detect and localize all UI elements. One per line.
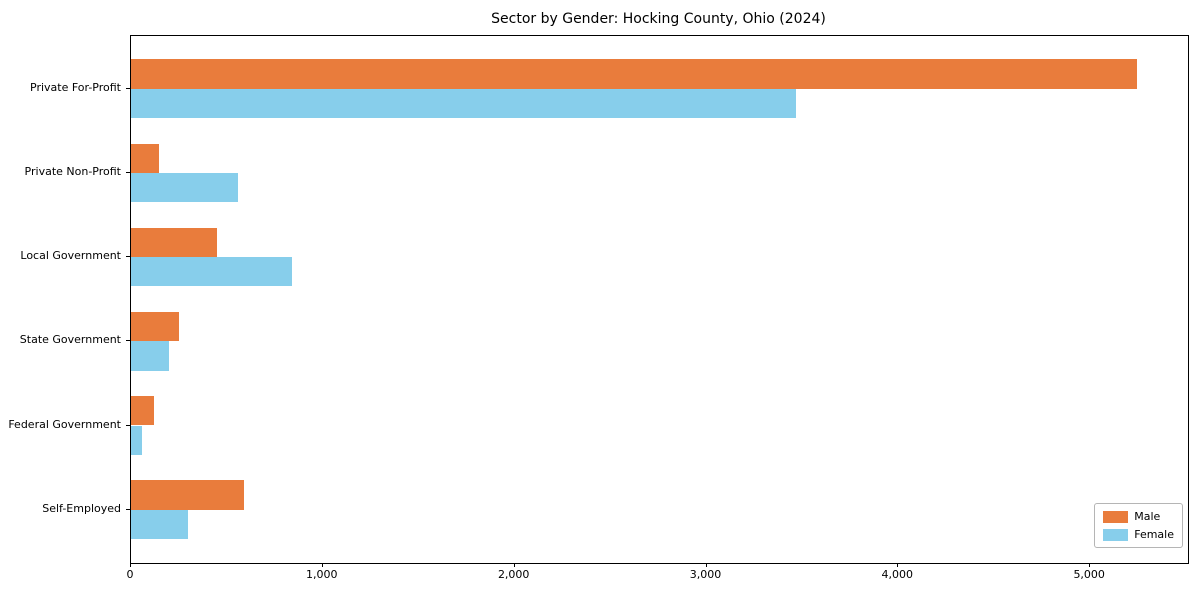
xtick-label-3-000: 3,000 bbox=[689, 568, 722, 581]
xtick-mark bbox=[321, 563, 323, 567]
xtick-label-1-000: 1,000 bbox=[306, 568, 338, 581]
bar-female-local-government bbox=[131, 257, 293, 287]
bar-female-self-employed bbox=[131, 509, 188, 540]
bar-male-federal-government bbox=[131, 396, 154, 426]
ytick-label-federal-government: Federal Government bbox=[8, 417, 121, 431]
xtick-label-0: 0 bbox=[126, 568, 134, 581]
ytick-mark bbox=[126, 424, 130, 426]
bar-male-private-for-profit bbox=[131, 59, 1138, 89]
chart-title: Sector by Gender: Hocking County, Ohio (… bbox=[491, 11, 826, 27]
ytick-label-private-non-profit: Private Non-Profit bbox=[24, 164, 121, 178]
xtick-label-5-000: 5,000 bbox=[1073, 568, 1105, 581]
legend-label-female: Female bbox=[1134, 528, 1174, 541]
xtick-mark bbox=[705, 563, 707, 567]
bar-male-self-employed bbox=[131, 480, 245, 510]
ytick-mark bbox=[126, 87, 130, 89]
legend-swatch-male bbox=[1103, 510, 1129, 523]
legend-item-male: Male bbox=[1103, 510, 1174, 523]
ytick-label-local-government: Local Government bbox=[20, 249, 121, 263]
xtick-label-4-000: 4,000 bbox=[881, 568, 914, 581]
ytick-mark bbox=[126, 256, 130, 258]
bar-male-private-non-profit bbox=[131, 143, 159, 173]
ytick-label-state-government: State Government bbox=[19, 333, 121, 347]
bar-male-state-government bbox=[131, 311, 179, 342]
ytick-mark bbox=[126, 171, 130, 173]
xtick-mark bbox=[130, 563, 131, 567]
xtick-label-2-000: 2,000 bbox=[497, 568, 530, 581]
bar-female-state-government bbox=[131, 341, 170, 371]
bar-male-local-government bbox=[131, 227, 218, 258]
ytick-mark bbox=[126, 340, 130, 342]
legend-swatch-female bbox=[1103, 528, 1129, 541]
legend-label-male: Male bbox=[1134, 510, 1161, 523]
legend-item-female: Female bbox=[1103, 528, 1174, 541]
xtick-mark bbox=[1089, 563, 1091, 567]
bar-female-private-non-profit bbox=[131, 172, 239, 203]
ytick-label-private-for-profit: Private For-Profit bbox=[30, 80, 121, 94]
legend: Male Female bbox=[1094, 503, 1183, 548]
plot-area: Male Female bbox=[130, 35, 1189, 564]
ytick-mark bbox=[126, 508, 130, 510]
bar-female-federal-government bbox=[131, 425, 142, 455]
xtick-mark bbox=[897, 563, 899, 567]
y-axis: Private For-Profit Private Non-Profit Loca… bbox=[0, 35, 121, 562]
xtick-mark bbox=[513, 563, 515, 567]
ytick-label-self-employed: Self-Employed bbox=[42, 501, 121, 515]
bar-female-private-for-profit bbox=[131, 88, 796, 119]
